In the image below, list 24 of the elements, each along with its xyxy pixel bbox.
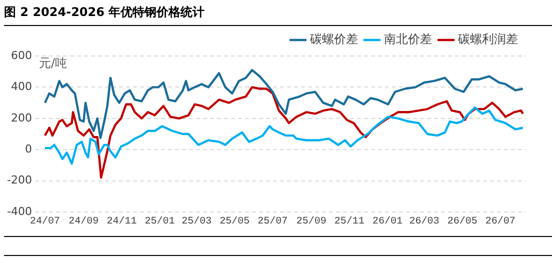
y-tick-label: 200 — [10, 111, 32, 124]
x-tick-label: 24/11 — [106, 216, 137, 228]
legend-label: 南北价差 — [384, 32, 432, 46]
x-tick-label: 25/09 — [296, 216, 326, 228]
x-tick-label: 26/05 — [447, 216, 478, 228]
x-tick-label: 26/03 — [409, 216, 440, 228]
y-tick-label: 600 — [10, 48, 32, 62]
x-tick-label: 26/01 — [372, 216, 402, 228]
x-tick-label: 25/03 — [182, 216, 212, 228]
legend-label: 碳螺利润差 — [457, 32, 518, 46]
legend-label: 碳螺价差 — [309, 32, 358, 46]
chart-title: 图 2 2024-2026 年优特钢价格统计 — [4, 4, 552, 26]
x-tick-label: 24/09 — [68, 216, 99, 228]
x-tick-label: 25/11 — [334, 216, 364, 228]
x-tick-label: 25/01 — [144, 216, 175, 228]
y-axis-title: 元/吨 — [38, 56, 68, 70]
x-tick-label: 25/07 — [258, 216, 288, 228]
y-tick-label: 0 — [24, 142, 32, 156]
x-tick-label: 26/07 — [485, 216, 516, 228]
y-tick-label: -400 — [6, 204, 32, 218]
x-tick-label: 24/07 — [30, 216, 60, 228]
x-tick-label: 25/05 — [220, 216, 250, 228]
y-tick-label: 400 — [10, 80, 32, 94]
y-tick-label: -200 — [6, 174, 32, 187]
